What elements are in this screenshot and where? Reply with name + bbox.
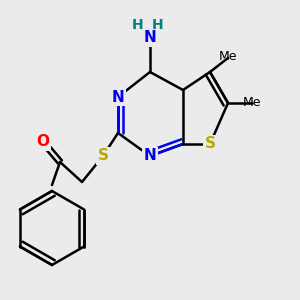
Text: Me: Me bbox=[219, 50, 237, 62]
Text: H: H bbox=[132, 18, 144, 32]
Text: H: H bbox=[152, 18, 164, 32]
Text: O: O bbox=[37, 134, 50, 149]
Text: Me: Me bbox=[243, 97, 261, 110]
Text: N: N bbox=[144, 31, 156, 46]
Text: S: S bbox=[205, 136, 215, 152]
Text: N: N bbox=[112, 89, 124, 104]
Text: N: N bbox=[144, 148, 156, 164]
Text: S: S bbox=[98, 148, 109, 164]
